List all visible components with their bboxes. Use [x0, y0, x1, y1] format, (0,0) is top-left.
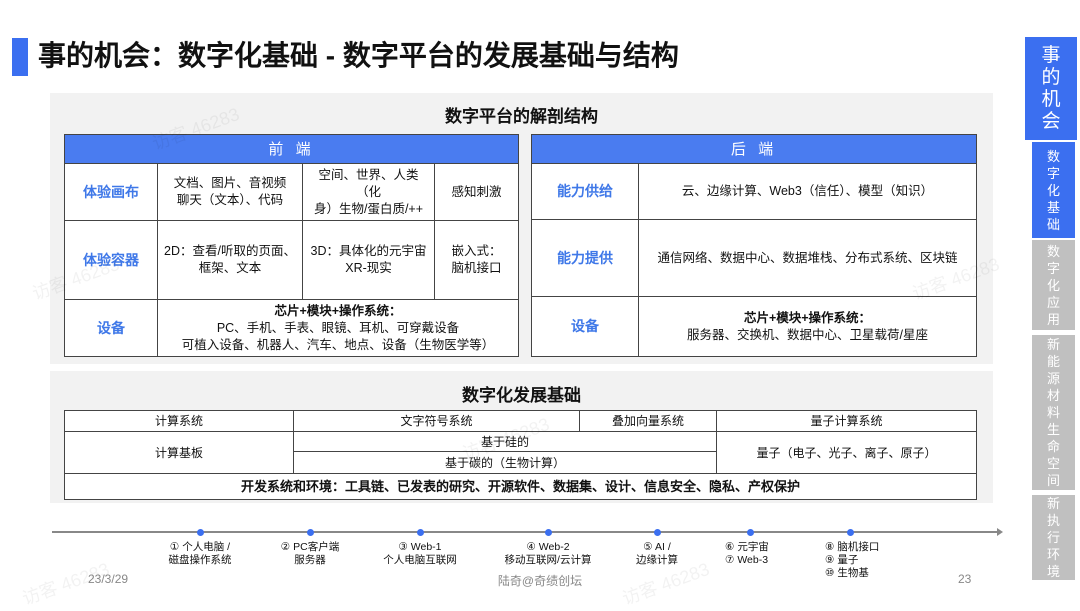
device-line: PC、手机、手表、眼镜、耳机、可穿戴设备: [216, 320, 460, 335]
timeline-label: ① 个人电脑 / 磁盘操作系统: [169, 541, 232, 567]
timeline-label: ③ Web-1 个人电脑互联网: [383, 541, 457, 567]
column-header: 计算系统: [64, 410, 294, 432]
device-cell: 芯片+模块+操作系统： 服务器、交换机、数据中心、卫星载荷/星座: [638, 296, 977, 357]
carbon-cell: 基于碳的（生物计算）: [293, 451, 717, 474]
timeline-label: ② PC客户端 服务器: [281, 541, 339, 567]
timeline-dot: [196, 528, 204, 536]
row-label: 设备: [531, 296, 639, 357]
timeline-label: ⑥ 元宇宙 ⑦ Web-3: [725, 541, 769, 567]
frontend-header: 前 端: [64, 134, 519, 164]
cell: 嵌入式： 脑机接口: [434, 220, 519, 300]
cell: 感知刺激: [434, 163, 519, 221]
row-label: 能力供给: [531, 163, 639, 220]
timeline-label: ④ Web-2 移动互联网/云计算: [505, 541, 592, 567]
timeline-label-line: 边缘计算: [636, 554, 678, 566]
timeline-dot: [306, 528, 314, 536]
nav-item-2[interactable]: 数字化应用: [1032, 240, 1075, 330]
timeline-label-line: ⑦ Web-3: [725, 554, 769, 566]
nav-item-1[interactable]: 数字化基础: [1032, 142, 1075, 238]
column-header: 量子计算系统: [716, 410, 977, 432]
row-label: 能力提供: [531, 219, 639, 297]
foundation-table: 计算系统 文字符号系统 叠加向量系统 量子计算系统 计算基板 基于硅的 量子（电…: [64, 410, 977, 500]
timeline-label: ⑧ 脑机接口 ⑨ 量子 ⑩ 生物基: [825, 541, 879, 580]
timeline-label-line: ⑥ 元宇宙: [725, 541, 769, 553]
timeline-label-line: 移动互联网/云计算: [504, 554, 592, 566]
row-label: 体验画布: [64, 163, 158, 221]
column-header: 叠加向量系统: [579, 410, 717, 432]
cell: 3D：具体化的元宇宙 XR-现实: [302, 220, 435, 300]
board-cell: 计算基板: [64, 431, 294, 474]
timeline-label-line: ③ Web-1: [398, 541, 442, 553]
timeline-dot: [746, 528, 754, 536]
nav-item-4[interactable]: 新执行环境: [1032, 495, 1075, 580]
backend-header: 后 端: [531, 134, 977, 164]
footer-date: 23/3/29: [88, 572, 129, 586]
title-accent-bar: [12, 38, 28, 76]
anatomy-title: 数字平台的解剖结构: [445, 107, 598, 126]
timeline-label-line: ⑩ 生物基: [825, 567, 869, 579]
device-cell: 芯片+模块+操作系统： PC、手机、手表、眼镜、耳机、可穿戴设备 可植入设备、机…: [157, 299, 519, 357]
timeline-dot: [846, 528, 854, 536]
frontend-table: 前 端 体验画布 文档、图片、音视频 聊天（文本）、代码 空间、世界、人类（化 …: [64, 134, 519, 357]
cell: 文档、图片、音视频 聊天（文本）、代码: [157, 163, 303, 221]
watermark: 访客 46283: [19, 558, 113, 609]
device-line: 服务器、交换机、数据中心、卫星载荷/星座: [687, 327, 928, 342]
quantum-cell: 量子（电子、光子、离子、原子）: [716, 431, 977, 474]
timeline-dot: [544, 528, 552, 536]
page-title: 事的机会：数字化基础 - 数字平台的发展基础与结构: [38, 40, 679, 71]
timeline-label-line: ⑧ 脑机接口: [825, 541, 880, 553]
foundation-title: 数字化发展基础: [462, 386, 581, 405]
arrow-icon: [997, 528, 1003, 536]
timeline-label-line: ⑤ AI /: [643, 541, 671, 553]
timeline-label-line: ① 个人电脑 /: [169, 541, 231, 553]
nav-item-0[interactable]: 事的机会: [1025, 37, 1077, 140]
cell: 空间、世界、人类（化 身）生物/蛋白质/++: [302, 163, 435, 221]
timeline-label-line: 服务器: [294, 554, 326, 566]
timeline-label: ⑤ AI / 边缘计算: [636, 541, 678, 567]
timeline-label-line: ④ Web-2: [526, 541, 570, 553]
timeline-axis: [52, 531, 1000, 533]
device-line: 可植入设备、机器人、汽车、地点、设备（生物医学等）: [181, 337, 495, 352]
timeline-label-line: 磁盘操作系统: [168, 554, 232, 566]
timeline-label-line: 个人电脑互联网: [383, 554, 457, 566]
page-number: 23: [958, 572, 972, 586]
timeline-label-line: ② PC客户端: [280, 541, 340, 553]
cell: 云、边缘计算、Web3（信任）、模型（知识）: [638, 163, 977, 220]
row-label: 设备: [64, 299, 158, 357]
cell: 通信网络、数据中心、数据堆栈、分布式系统、区块链: [638, 219, 977, 297]
timeline-dot: [416, 528, 424, 536]
timeline-dot: [653, 528, 661, 536]
nav-item-3[interactable]: 新能源材料生命空间: [1032, 335, 1075, 490]
footer-author: 陆奇@奇绩创坛: [497, 574, 583, 588]
column-header: 文字符号系统: [293, 410, 580, 432]
device-heading: 芯片+模块+操作系统：: [743, 310, 872, 325]
env-cell: 开发系统和环境：工具链、已发表的研究、开源软件、数据集、设计、信息安全、隐私、产…: [64, 473, 977, 500]
cell: 2D：查看/听取的页面、 框架、文本: [157, 220, 303, 300]
device-heading: 芯片+模块+操作系统：: [274, 303, 402, 318]
backend-table: 后 端 能力供给 云、边缘计算、Web3（信任）、模型（知识） 能力提供 通信网…: [531, 134, 977, 357]
timeline-label-line: ⑨ 量子: [825, 554, 859, 566]
